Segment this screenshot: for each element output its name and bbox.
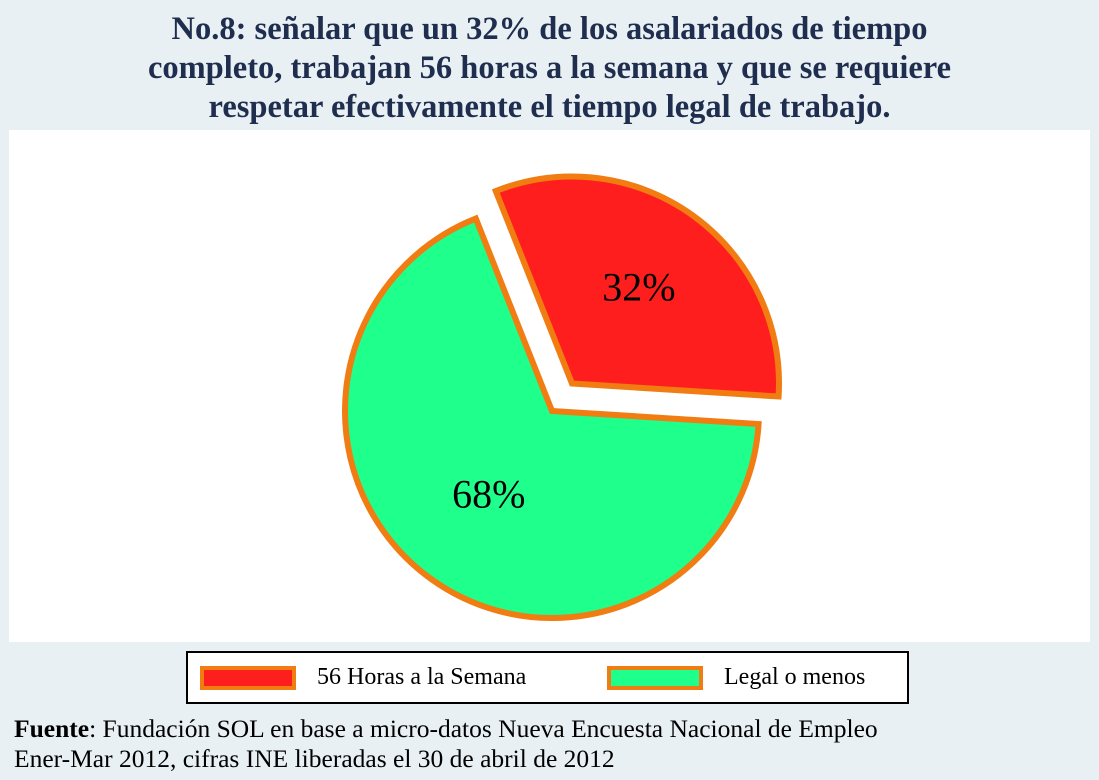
chart-title-line-2: completo, trabajan 56 horas a la semana … <box>147 50 952 86</box>
chart-title: No.8: señalar que un 32% de los asalaria… <box>0 10 1099 127</box>
plot-area: 32% 68% <box>9 130 1090 642</box>
legend-item-legal: Legal o menos <box>607 653 865 702</box>
legend-swatch-legal <box>607 665 703 690</box>
legend: 56 Horas a la Semana Legal o menos <box>186 651 909 704</box>
pie-chart: 32% 68% <box>342 173 782 621</box>
legend-label-legal: Legal o menos <box>724 664 866 690</box>
legend-label-56-horas: 56 Horas a la Semana <box>317 664 527 690</box>
legend-item-56-horas: 56 Horas a la Semana <box>200 653 526 702</box>
slice-56-horas <box>491 173 782 400</box>
source-line-2: Ener-Mar 2012, cifras INE liberadas el 3… <box>14 744 615 773</box>
legend-swatch-56-horas <box>200 665 296 690</box>
chart-title-line-3: respetar efectivamente el tiempo legal d… <box>208 89 891 125</box>
source-label: Fuente <box>14 714 90 743</box>
source-note: Fuente: Fundación SOL en base a micro-da… <box>14 714 1094 774</box>
data-label-56-horas: 32% <box>602 265 675 310</box>
slice-legal <box>342 214 762 621</box>
chart-title-line-1: No.8: señalar que un 32% de los asalaria… <box>171 11 928 47</box>
source-line-1: Fuente: Fundación SOL en base a micro-da… <box>14 714 1094 744</box>
data-label-legal: 68% <box>452 471 525 516</box>
source-text-1: : Fundación SOL en base a micro-datos Nu… <box>89 714 878 743</box>
